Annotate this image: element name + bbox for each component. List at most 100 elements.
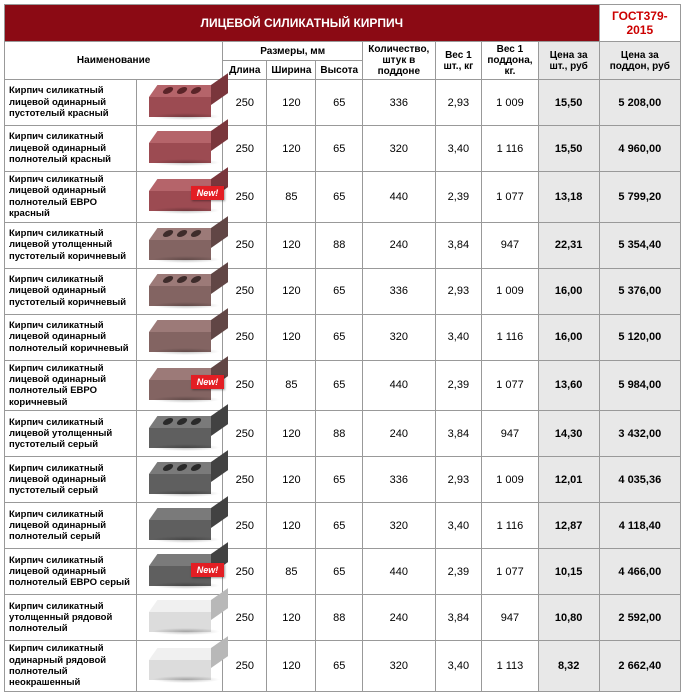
col-width: Ширина [267, 61, 316, 80]
cell-length: 250 [223, 549, 267, 595]
product-image [137, 503, 223, 549]
product-name: Кирпич силикатный лицевой одинарный полн… [5, 360, 137, 411]
product-name: Кирпич силикатный лицевой одинарный пуст… [5, 80, 137, 126]
col-price-unit: Цена за шт., руб [538, 42, 599, 80]
table-row: Кирпич силикатный лицевой одинарный полн… [5, 314, 681, 360]
cell-qty: 320 [363, 126, 435, 172]
gost-label: ГОСТ379-2015 [599, 5, 680, 42]
product-image [137, 314, 223, 360]
product-image [137, 457, 223, 503]
product-image: New! [137, 360, 223, 411]
cell-length: 250 [223, 360, 267, 411]
cell-length: 250 [223, 641, 267, 692]
cell-weight: 2,93 [435, 457, 482, 503]
product-image: New! [137, 549, 223, 595]
table-row: Кирпич силикатный лицевой одинарный полн… [5, 126, 681, 172]
cell-weight: 3,84 [435, 222, 482, 268]
cell-height: 88 [316, 411, 363, 457]
cell-weight-pal: 1 009 [482, 457, 538, 503]
product-image [137, 222, 223, 268]
cell-qty: 336 [363, 268, 435, 314]
table-title: ЛИЦЕВОЙ СИЛИКАТНЫЙ КИРПИЧ [5, 5, 600, 42]
table-row: Кирпич силикатный лицевой одинарный полн… [5, 172, 681, 223]
col-weight-pal: Вес 1 поддона, кг. [482, 42, 538, 80]
col-name: Наименование [5, 42, 223, 80]
col-weight1: Вес 1 шт., кг [435, 42, 482, 80]
product-name: Кирпич силикатный лицевой одинарный полн… [5, 126, 137, 172]
cell-price-unit: 10,15 [538, 549, 599, 595]
cell-price-pal: 5 120,00 [599, 314, 680, 360]
cell-price-pal: 2 662,40 [599, 641, 680, 692]
cell-width: 120 [267, 268, 316, 314]
cell-weight-pal: 1 116 [482, 503, 538, 549]
table-row: Кирпич силикатный утолщенный рядовой пол… [5, 595, 681, 641]
cell-price-pal: 5 376,00 [599, 268, 680, 314]
cell-price-pal: 5 354,40 [599, 222, 680, 268]
cell-qty: 440 [363, 360, 435, 411]
brick-icon [149, 320, 211, 352]
table-row: Кирпич силикатный лицевой одинарный пуст… [5, 268, 681, 314]
cell-width: 85 [267, 360, 316, 411]
cell-qty: 320 [363, 641, 435, 692]
cell-height: 88 [316, 595, 363, 641]
table-row: Кирпич силикатный одинарный рядовой полн… [5, 641, 681, 692]
cell-price-unit: 12,01 [538, 457, 599, 503]
cell-weight: 3,84 [435, 595, 482, 641]
cell-weight-pal: 1 077 [482, 549, 538, 595]
product-image [137, 411, 223, 457]
cell-weight: 3,40 [435, 641, 482, 692]
cell-weight-pal: 1 116 [482, 314, 538, 360]
cell-weight: 3,40 [435, 503, 482, 549]
cell-weight-pal: 1 077 [482, 360, 538, 411]
table-row: Кирпич силикатный лицевой одинарный полн… [5, 360, 681, 411]
cell-qty: 240 [363, 411, 435, 457]
product-name: Кирпич силикатный утолщенный рядовой пол… [5, 595, 137, 641]
cell-height: 65 [316, 503, 363, 549]
cell-price-unit: 22,31 [538, 222, 599, 268]
cell-price-unit: 15,50 [538, 80, 599, 126]
cell-height: 65 [316, 457, 363, 503]
product-image [137, 641, 223, 692]
cell-weight-pal: 1 009 [482, 268, 538, 314]
brick-icon [149, 131, 211, 163]
cell-length: 250 [223, 172, 267, 223]
cell-length: 250 [223, 268, 267, 314]
brick-icon [149, 274, 211, 306]
table-row: Кирпич силикатный лицевой утолщенный пус… [5, 411, 681, 457]
cell-price-unit: 13,18 [538, 172, 599, 223]
cell-weight: 2,39 [435, 172, 482, 223]
new-badge: New! [191, 375, 225, 389]
cell-price-pal: 4 960,00 [599, 126, 680, 172]
col-height: Высота [316, 61, 363, 80]
product-name: Кирпич силикатный лицевой одинарный полн… [5, 549, 137, 595]
cell-length: 250 [223, 457, 267, 503]
cell-height: 88 [316, 222, 363, 268]
cell-height: 65 [316, 126, 363, 172]
cell-qty: 240 [363, 222, 435, 268]
brick-icon [149, 600, 211, 632]
col-dims-group: Размеры, мм [223, 42, 363, 61]
cell-qty: 440 [363, 549, 435, 595]
new-badge: New! [191, 563, 225, 577]
cell-height: 65 [316, 549, 363, 595]
cell-qty: 240 [363, 595, 435, 641]
col-qty: Количество, штук в поддоне [363, 42, 435, 80]
cell-length: 250 [223, 314, 267, 360]
cell-width: 120 [267, 595, 316, 641]
cell-price-unit: 10,80 [538, 595, 599, 641]
cell-height: 65 [316, 80, 363, 126]
brick-icon [149, 416, 211, 448]
cell-width: 120 [267, 80, 316, 126]
product-image [137, 268, 223, 314]
cell-qty: 320 [363, 314, 435, 360]
table-row: Кирпич силикатный лицевой одинарный пуст… [5, 80, 681, 126]
cell-width: 120 [267, 641, 316, 692]
cell-width: 120 [267, 457, 316, 503]
cell-price-pal: 4 035,36 [599, 457, 680, 503]
product-name: Кирпич силикатный лицевой утолщенный пус… [5, 411, 137, 457]
cell-height: 65 [316, 641, 363, 692]
cell-price-pal: 4 118,40 [599, 503, 680, 549]
table-row: Кирпич силикатный лицевой одинарный полн… [5, 503, 681, 549]
col-price-pal: Цена за поддон, руб [599, 42, 680, 80]
cell-weight-pal: 1 113 [482, 641, 538, 692]
